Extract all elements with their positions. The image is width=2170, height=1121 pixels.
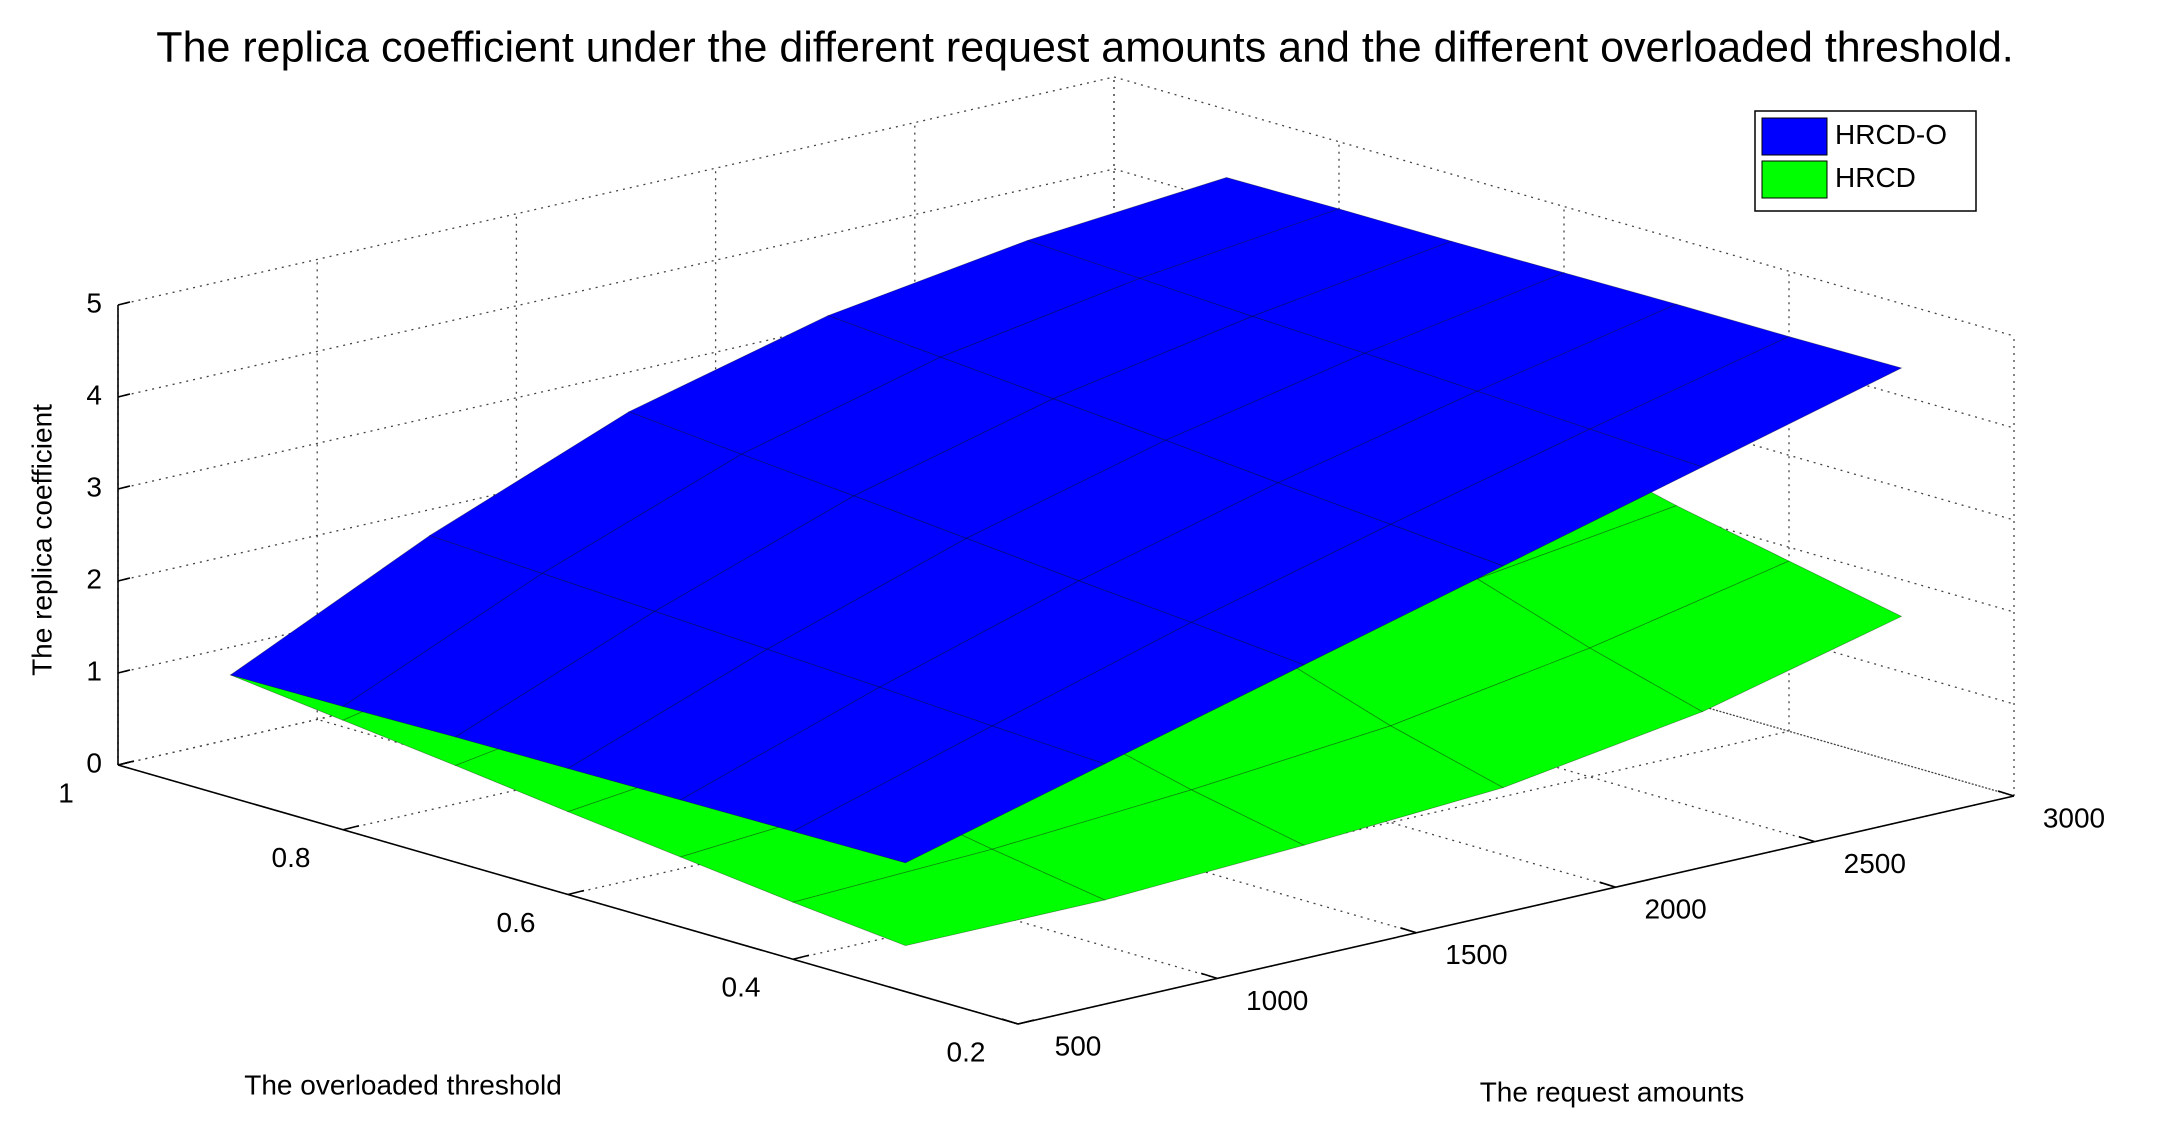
x-tick-label: 2500 bbox=[1844, 848, 1906, 879]
x-tick-label: 1000 bbox=[1246, 985, 1308, 1016]
z-tick-label: 2 bbox=[86, 563, 102, 594]
tick-mark bbox=[1200, 972, 1218, 980]
y-tick-label: 0.8 bbox=[272, 842, 311, 873]
surface bbox=[229, 177, 1903, 864]
surface-cell bbox=[1588, 336, 1903, 468]
surface-cell bbox=[1190, 725, 1505, 846]
surface-cell bbox=[1588, 560, 1903, 713]
surface-cell bbox=[342, 573, 656, 738]
surface-cell bbox=[1251, 240, 1566, 354]
surface-cell bbox=[1476, 303, 1791, 430]
x-tick-label: 1500 bbox=[1445, 939, 1507, 970]
tick-mark bbox=[567, 889, 585, 896]
z-tick-label: 4 bbox=[86, 379, 102, 410]
surface-cell bbox=[229, 535, 544, 707]
tick-mark bbox=[1798, 835, 1816, 843]
tick-mark bbox=[117, 301, 131, 306]
x-tick-label: 2000 bbox=[1644, 894, 1706, 925]
surface-cell bbox=[454, 610, 769, 769]
tick-mark bbox=[117, 669, 131, 674]
y-tick-label: 1 bbox=[58, 777, 74, 808]
z-axis-label: The replica coefficient bbox=[26, 404, 57, 676]
surface-cell bbox=[991, 621, 1305, 765]
surface-cell bbox=[766, 537, 1080, 688]
x-tick-label: 3000 bbox=[2043, 802, 2105, 833]
y-tick-label: 0.6 bbox=[497, 907, 536, 938]
tick-mark bbox=[1001, 1018, 1019, 1025]
legend-swatch bbox=[1761, 117, 1828, 156]
tick-mark bbox=[1599, 881, 1616, 888]
legend-label: HRCD-O bbox=[1835, 119, 1947, 150]
legend-swatch bbox=[1761, 160, 1828, 199]
z-tick-label: 3 bbox=[86, 471, 102, 502]
tick-mark bbox=[117, 760, 135, 766]
z-tick-label: 1 bbox=[86, 655, 102, 686]
chart-title: The replica coefficient under the differ… bbox=[156, 23, 2013, 71]
tick-mark bbox=[1400, 927, 1417, 934]
y-tick-label: 0.2 bbox=[947, 1036, 986, 1067]
tick-mark bbox=[117, 577, 131, 582]
y-axis-label: The overloaded threshold bbox=[244, 1069, 562, 1100]
x-tick-label: 500 bbox=[1055, 1030, 1102, 1061]
tick-mark bbox=[117, 393, 131, 398]
tick-mark bbox=[342, 824, 360, 831]
z-tick-label: 0 bbox=[86, 747, 102, 778]
tick-mark bbox=[1017, 1019, 1035, 1025]
z-tick-label: 5 bbox=[86, 287, 102, 318]
tick-mark bbox=[792, 954, 810, 961]
tick-mark bbox=[117, 485, 131, 490]
legend-label: HRCD bbox=[1835, 162, 1916, 193]
x-axis-label: The request amounts bbox=[1480, 1076, 1745, 1107]
surface-cell bbox=[791, 848, 1106, 947]
surface-cell bbox=[1389, 647, 1704, 789]
surface-cell bbox=[791, 725, 1106, 864]
tick-mark bbox=[1997, 790, 2015, 797]
surface-cell bbox=[653, 495, 968, 650]
x-axis bbox=[1017, 795, 2015, 1025]
y-tick-label: 0.4 bbox=[722, 972, 761, 1003]
